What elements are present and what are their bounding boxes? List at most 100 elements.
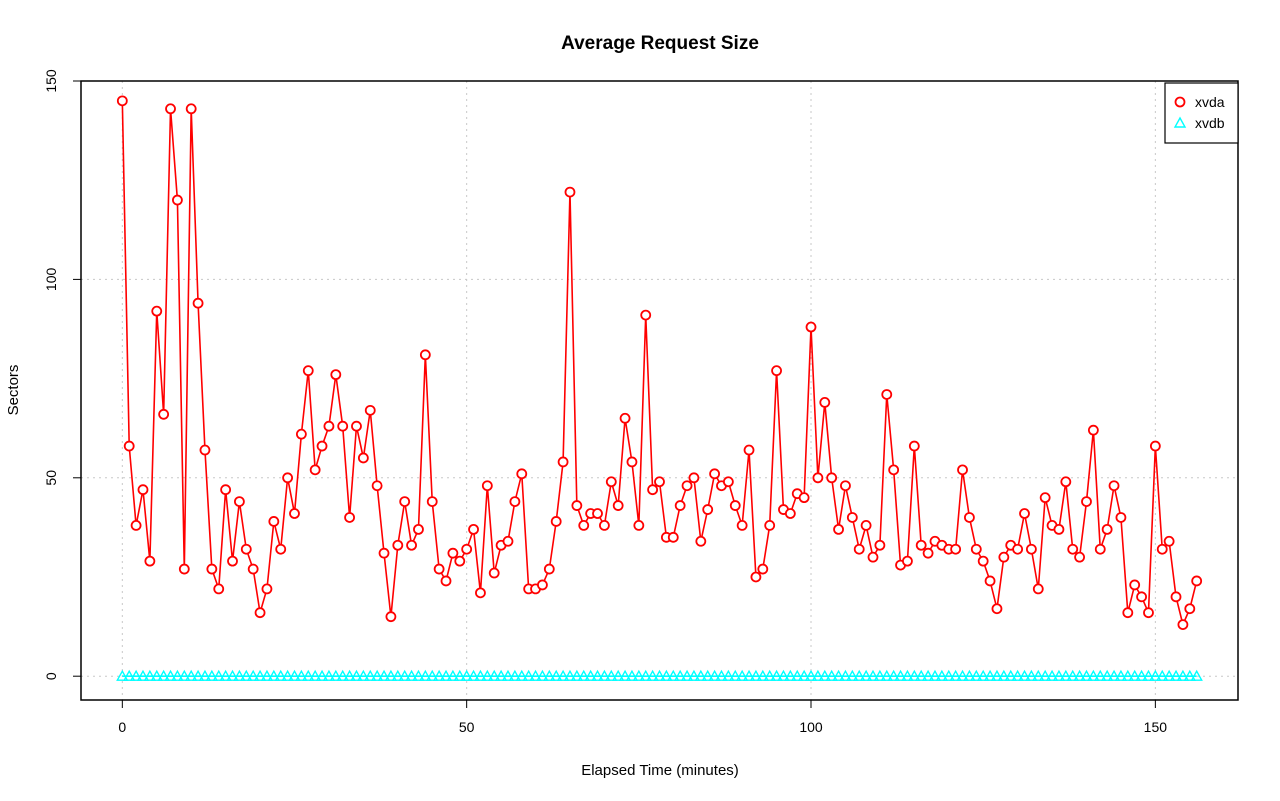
series-xvda — [116, 95, 1203, 631]
data-point — [123, 440, 135, 452]
data-point — [1038, 669, 1052, 681]
series-layer — [116, 95, 1203, 681]
data-point — [268, 516, 280, 527]
data-point — [198, 669, 212, 681]
data-point — [818, 669, 831, 681]
data-point — [812, 472, 824, 484]
data-point — [364, 404, 376, 416]
data-point — [213, 583, 225, 595]
data-point — [461, 543, 473, 555]
data-point — [1115, 512, 1127, 523]
x-axis: 0 50 100 150 — [118, 700, 1167, 735]
y-tick-label: 100 — [43, 268, 59, 292]
data-point — [157, 669, 170, 681]
data-point — [1025, 669, 1038, 681]
data-point — [172, 194, 183, 206]
data-point — [743, 444, 755, 456]
data-point — [1032, 669, 1045, 681]
data-point — [316, 440, 328, 452]
data-point — [797, 669, 811, 681]
data-point — [1012, 543, 1024, 555]
data-point — [1081, 496, 1092, 508]
data-point — [957, 464, 968, 476]
x-tick-label: 100 — [799, 719, 823, 735]
data-point — [784, 508, 796, 519]
data-point — [611, 669, 625, 681]
data-point — [839, 669, 852, 681]
data-point — [178, 563, 190, 575]
data-point — [846, 512, 858, 523]
data-point — [874, 539, 886, 551]
data-point — [866, 669, 880, 681]
data-point — [165, 103, 176, 115]
data-point — [1087, 424, 1099, 436]
data-point — [129, 669, 143, 681]
data-point — [474, 669, 487, 681]
data-point — [1045, 669, 1059, 681]
data-point — [1162, 669, 1176, 681]
data-point — [494, 669, 508, 681]
data-point — [432, 669, 446, 681]
y-tick-label: 50 — [43, 470, 59, 486]
data-point — [1170, 591, 1182, 603]
data-point — [1018, 669, 1031, 681]
y-axis: 0 50 100 150 — [43, 69, 81, 680]
data-point — [984, 575, 996, 587]
data-point — [1114, 669, 1128, 681]
data-point — [770, 669, 783, 681]
data-point — [963, 669, 976, 681]
data-point — [1080, 669, 1093, 681]
data-point — [246, 669, 260, 681]
data-point — [592, 508, 603, 519]
data-point — [1066, 669, 1079, 681]
data-point — [681, 480, 693, 492]
data-point — [983, 669, 997, 681]
data-point — [330, 369, 342, 381]
data-point — [419, 669, 432, 681]
data-point — [756, 669, 769, 681]
data-point — [261, 583, 273, 595]
data-point — [143, 669, 157, 681]
data-point — [171, 669, 184, 681]
data-point — [385, 611, 397, 623]
data-point — [322, 669, 336, 681]
data-point — [1053, 523, 1065, 535]
data-point — [1183, 669, 1196, 681]
data-point — [640, 309, 652, 321]
data-point — [488, 669, 501, 681]
data-point — [378, 547, 390, 559]
data-point — [1073, 669, 1086, 681]
data-point — [481, 669, 494, 681]
data-point — [749, 669, 763, 681]
data-point — [626, 456, 638, 468]
data-point — [1052, 669, 1066, 681]
data-point — [1060, 476, 1072, 488]
data-point — [599, 520, 610, 531]
data-point — [612, 500, 624, 511]
data-point — [336, 669, 349, 681]
data-point — [846, 669, 859, 681]
data-point — [757, 563, 769, 575]
data-point — [633, 520, 645, 531]
data-point — [1184, 603, 1196, 615]
data-point — [240, 543, 252, 555]
data-point — [247, 563, 259, 575]
data-point — [488, 567, 500, 579]
data-point — [453, 669, 466, 681]
data-point — [708, 669, 721, 681]
data-point — [667, 669, 680, 681]
plot-frame — [80, 80, 1239, 701]
data-point — [467, 669, 480, 681]
data-point — [1011, 669, 1024, 681]
data-point — [674, 500, 686, 511]
data-point — [673, 669, 687, 681]
data-point — [439, 669, 453, 681]
data-point — [578, 520, 590, 531]
data-point — [653, 669, 666, 681]
data-point — [475, 587, 486, 599]
data-point — [1101, 523, 1113, 535]
data-point — [337, 420, 349, 432]
data-point — [468, 523, 479, 535]
data-point — [406, 539, 417, 551]
